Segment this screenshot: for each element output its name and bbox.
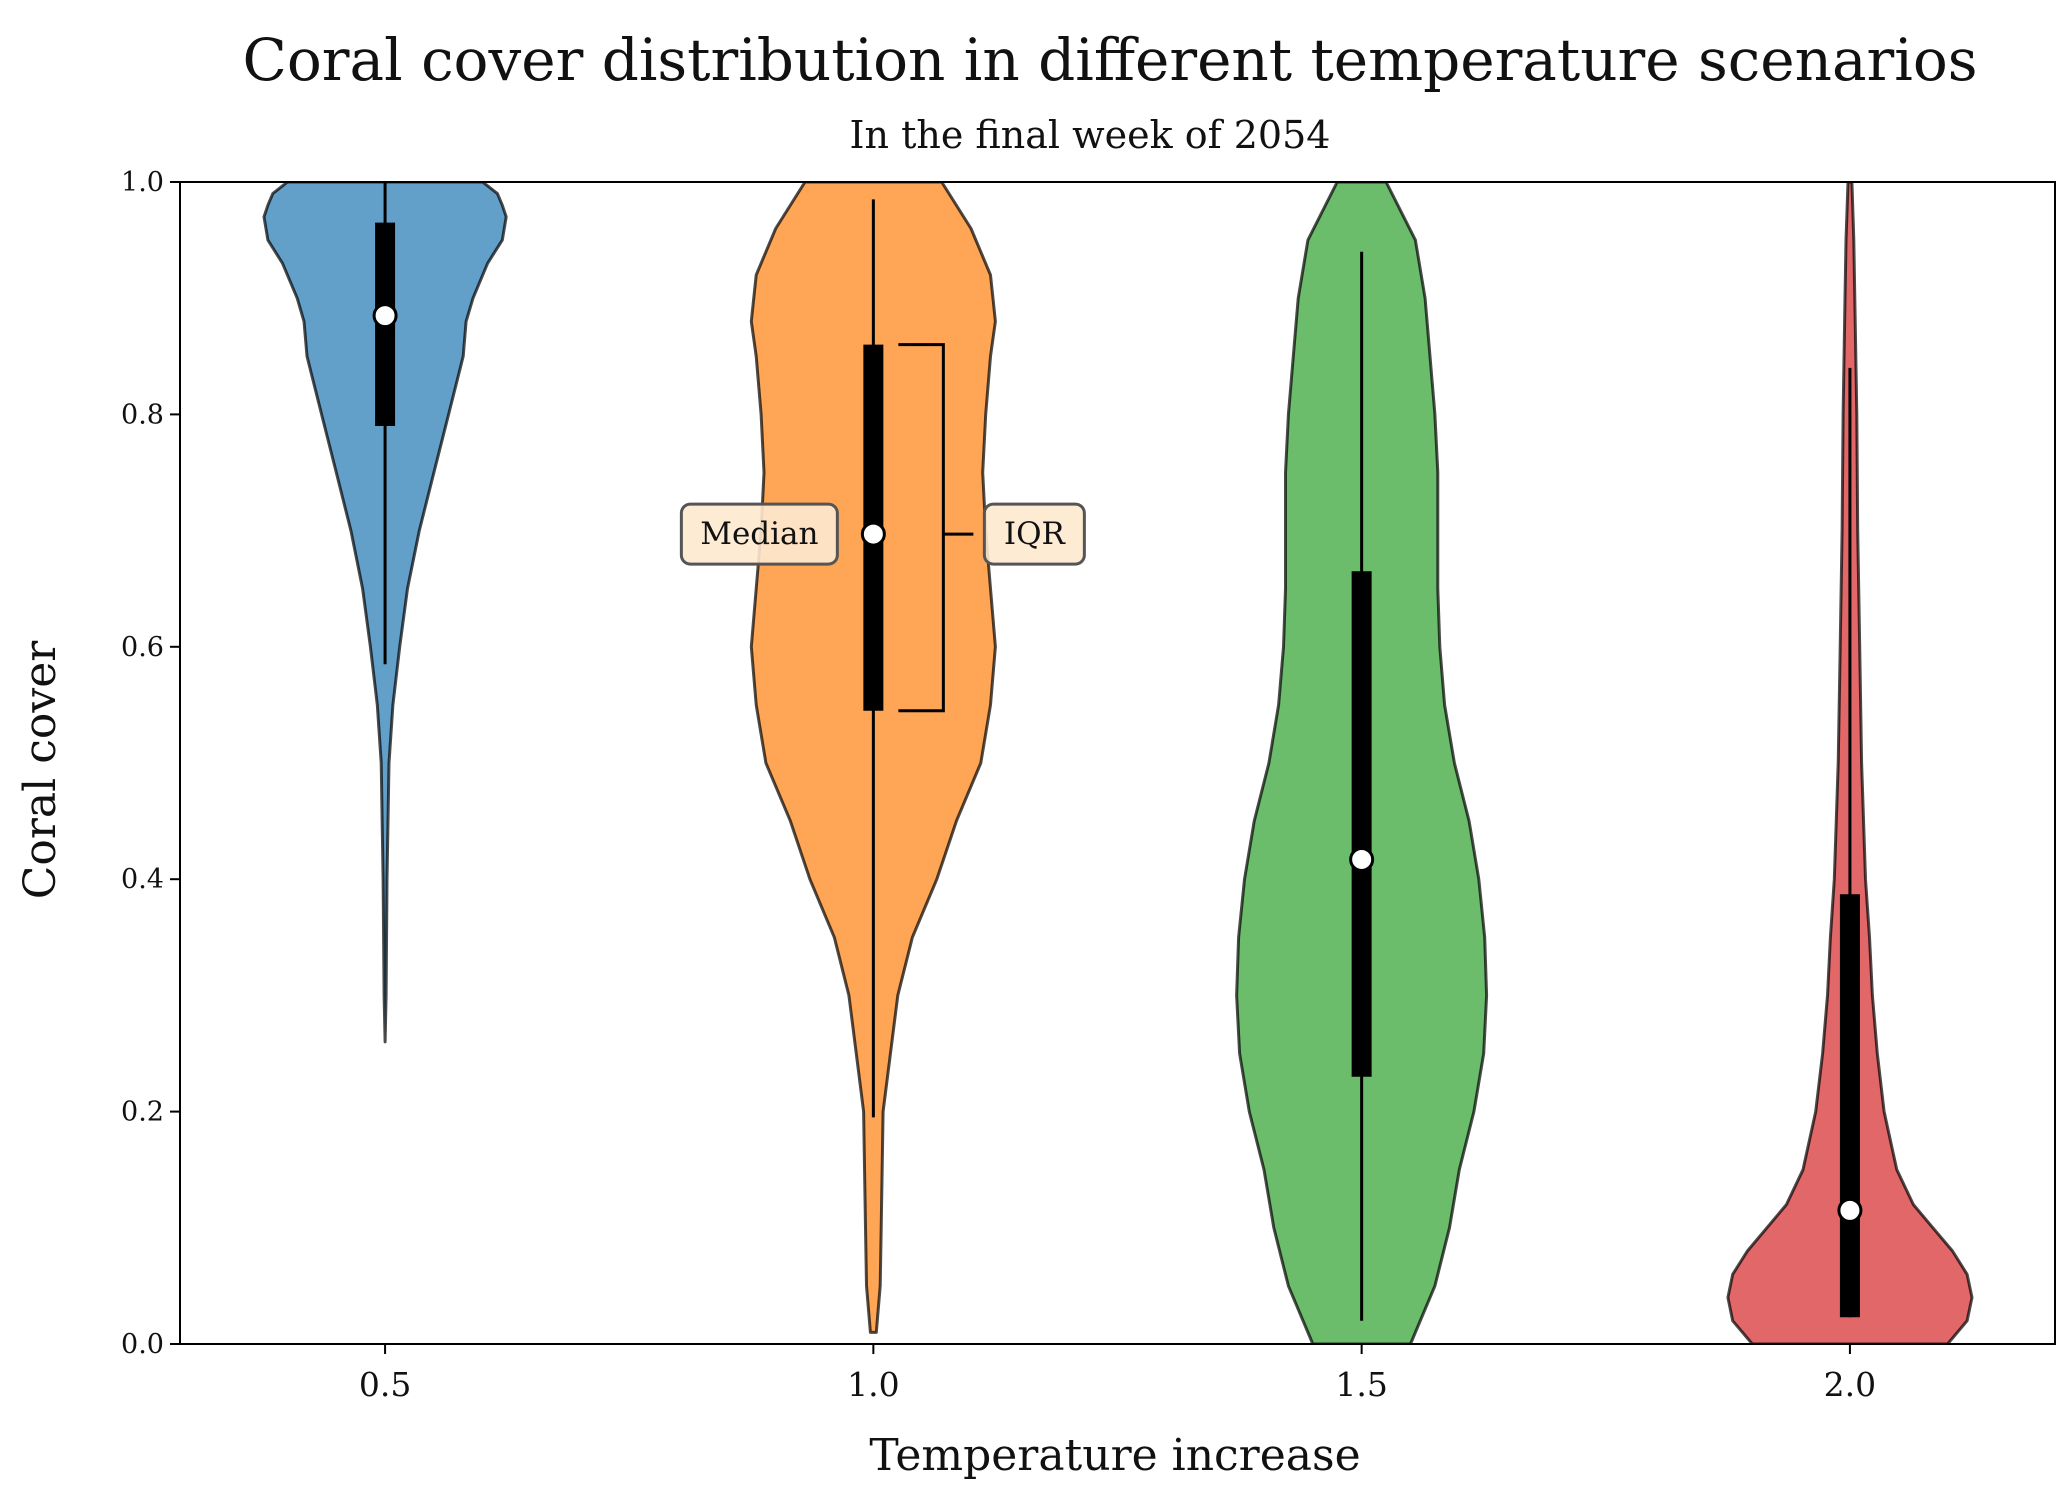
violin-2 bbox=[1726, 182, 1974, 1344]
violins-layer bbox=[262, 182, 1974, 1344]
y-tick-label: 0.2 bbox=[121, 1097, 164, 1128]
plot-frame bbox=[179, 181, 2056, 1345]
x-tick-label: 1.5 bbox=[1335, 1365, 1387, 1404]
annotations-layer: Median IQR bbox=[679, 343, 1086, 713]
x-tick-label: 0.5 bbox=[359, 1365, 411, 1404]
median-label-box bbox=[679, 502, 839, 566]
violin-0-5 bbox=[262, 182, 508, 1044]
chart-title: Coral cover distribution in different te… bbox=[242, 26, 1977, 94]
axes-layer: 0.0 0.2 0.4 0.6 0.8 1.0 0.5 1.0 1.5 2.0 bbox=[121, 167, 1876, 1404]
y-tick-label: 0.4 bbox=[121, 864, 164, 895]
y-axis-label: Coral cover bbox=[15, 640, 66, 900]
median-marker bbox=[1349, 846, 1375, 872]
iqr-label: IQR bbox=[1004, 516, 1067, 552]
median-marker bbox=[860, 521, 886, 547]
median-marker bbox=[372, 303, 398, 329]
median-label: Median bbox=[700, 516, 818, 552]
y-tick-label: 0.8 bbox=[121, 399, 164, 430]
violin-1-5 bbox=[1235, 182, 1489, 1344]
iqr-label-box bbox=[982, 502, 1086, 566]
y-tick-label: 1.0 bbox=[121, 167, 164, 198]
median-marker bbox=[1837, 1197, 1863, 1223]
y-tick-label: 0.6 bbox=[121, 632, 164, 663]
violin-1 bbox=[749, 182, 997, 1334]
x-tick-label: 2.0 bbox=[1824, 1365, 1876, 1404]
x-axis-label: Temperature increase bbox=[869, 1430, 1360, 1481]
chart-subtitle: In the final week of 2054 bbox=[850, 113, 1331, 157]
iqr-bracket bbox=[898, 343, 945, 713]
x-tick-label: 1.0 bbox=[847, 1365, 899, 1404]
y-tick-label: 0.0 bbox=[121, 1329, 164, 1360]
